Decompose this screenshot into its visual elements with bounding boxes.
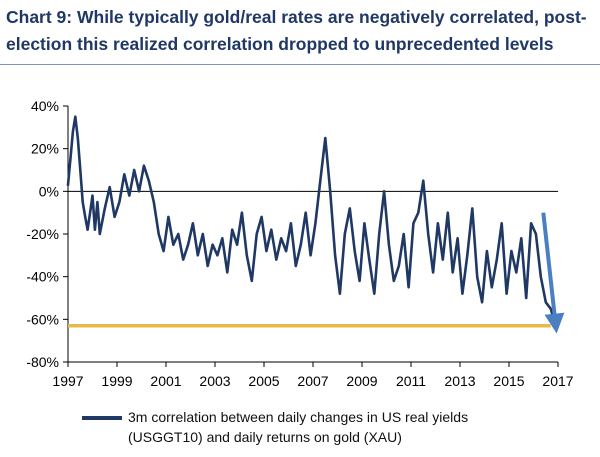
legend-label-line-2: (USGGT10) and daily returns on gold (XAU… — [128, 429, 402, 445]
trend-arrow — [541, 212, 565, 334]
legend: 3m correlation between daily changes in … — [82, 407, 582, 447]
y-tick-label: -40% — [26, 269, 59, 285]
x-tick-label: 2017 — [542, 373, 573, 389]
legend-label: 3m correlation between daily changes in … — [128, 407, 468, 447]
legend-swatch-line — [82, 416, 122, 420]
series-line — [66, 115, 557, 328]
x-tick-label: 2005 — [248, 373, 279, 389]
x-tick-label: 2015 — [493, 373, 524, 389]
y-tick-label: 40% — [31, 98, 59, 114]
x-tick-label: 1997 — [52, 373, 83, 389]
y-tick-label: 0% — [39, 183, 59, 199]
y-tick-label: 20% — [31, 141, 59, 157]
x-tick-label: 2007 — [297, 373, 328, 389]
legend-label-line-1: 3m correlation between daily changes in … — [128, 409, 469, 425]
y-tick-label: -80% — [26, 354, 59, 370]
y-tick-label: -60% — [26, 311, 59, 327]
x-tick-label: 2009 — [346, 373, 377, 389]
title-divider — [0, 64, 600, 65]
x-tick-label: 2003 — [199, 373, 230, 389]
x-tick-label: 2011 — [396, 373, 426, 389]
chart-title: Chart 9: While typically gold/real rates… — [6, 7, 587, 54]
x-tick-label: 2013 — [444, 373, 475, 389]
x-tick-label: 1999 — [101, 373, 132, 389]
x-tick-label: 2001 — [150, 373, 181, 389]
y-tick-label: -20% — [26, 226, 59, 242]
